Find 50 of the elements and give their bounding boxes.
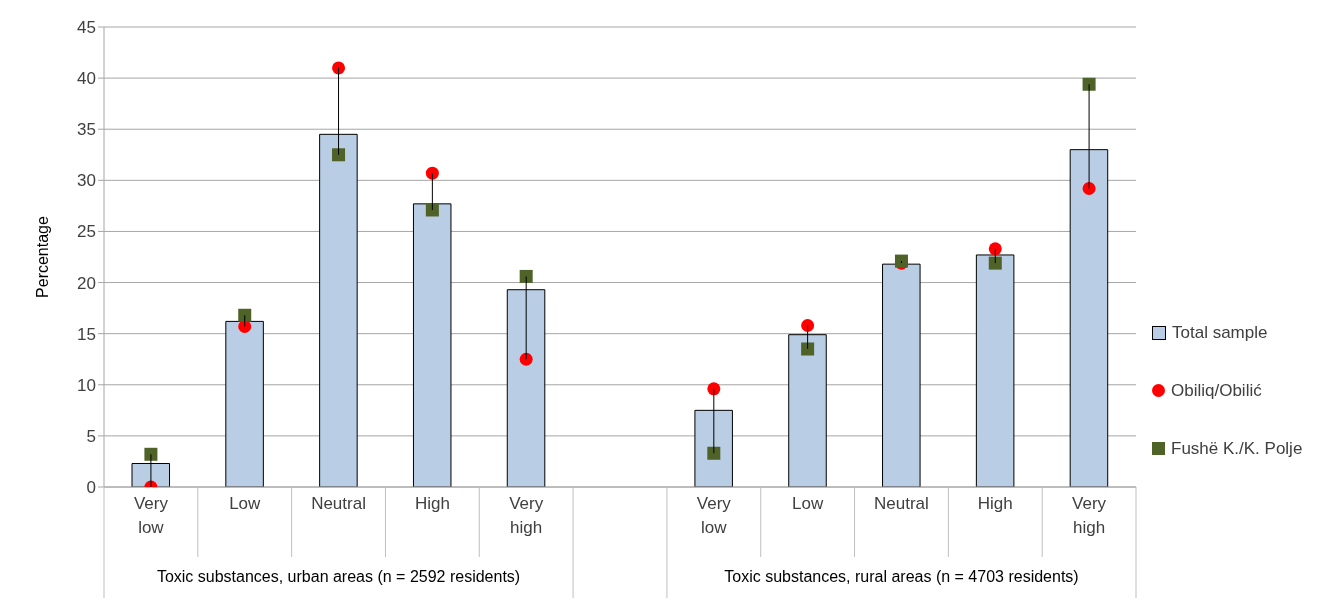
bar <box>694 409 733 487</box>
y-tick-label: 40 <box>77 69 96 89</box>
y-tick-label: 5 <box>86 426 96 446</box>
legend-label: Obiliq/Obilić <box>1171 380 1262 401</box>
x-tick-label: High <box>414 494 450 513</box>
point <box>144 447 158 461</box>
bar <box>1069 149 1109 487</box>
x-tick-label: Very low <box>696 494 732 537</box>
y-tick-label: 35 <box>77 120 96 140</box>
bar <box>882 263 921 487</box>
bar <box>506 289 546 487</box>
x-tick-label: Neutral <box>874 494 929 513</box>
x-tick-label: Low <box>229 494 262 513</box>
point <box>238 308 252 322</box>
point <box>425 203 439 217</box>
y-tick-label: 45 <box>77 18 96 38</box>
bar <box>225 320 264 487</box>
x-tick-label: High <box>977 494 1013 513</box>
text: Toxic substances, rural areas (n = 4703 residents) <box>723 568 1080 586</box>
y-tick-label: 0 <box>86 478 96 498</box>
point <box>332 61 346 75</box>
y-tick-label: 30 <box>77 171 96 191</box>
point <box>519 269 533 283</box>
x-tick-label: Low <box>792 494 824 513</box>
x-tick-label: Neutral <box>311 494 366 513</box>
point <box>801 318 815 332</box>
bar <box>975 254 1015 487</box>
text: Toxic substances, urban areas (n = 2592 residents) <box>155 568 522 586</box>
legend-label: Fushë K./K. Polje <box>1171 438 1303 459</box>
x-tick-label: Very high <box>509 494 544 537</box>
y-axis-title: Percentage <box>33 215 51 298</box>
bar <box>319 133 358 487</box>
point <box>988 242 1002 256</box>
y-tick-label: 25 <box>77 222 96 242</box>
point <box>988 256 1002 270</box>
point <box>707 446 721 460</box>
bar <box>788 334 827 487</box>
point <box>1082 77 1096 91</box>
y-tick-label: 20 <box>77 273 96 293</box>
point <box>801 342 815 356</box>
y-tick-label: 15 <box>77 324 96 344</box>
y-tick-label: 10 <box>77 375 96 395</box>
point <box>707 382 721 396</box>
point <box>332 148 346 162</box>
x-tick-label: Very high <box>1072 494 1107 537</box>
x-tick-label: Very low <box>133 494 169 537</box>
bar <box>412 203 452 487</box>
point <box>519 352 533 366</box>
legend-label: Total sample <box>1172 322 1268 343</box>
point <box>425 166 439 180</box>
